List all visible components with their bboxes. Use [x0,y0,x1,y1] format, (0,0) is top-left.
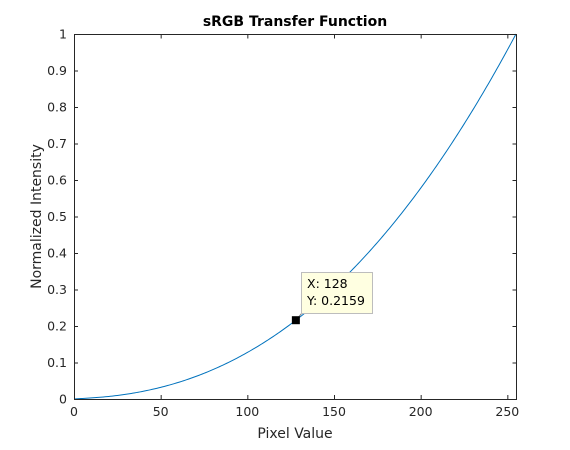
y-tick-label: 0.6 [47,173,67,188]
datatip-marker[interactable] [291,316,300,325]
x-axis-title: Pixel Value [257,426,332,442]
y-tick-label: 0.5 [47,209,67,224]
x-tick-label: 100 [235,404,259,419]
y-tick-label: 0.3 [47,282,67,297]
datatip-x-text: X: 128 [307,276,348,291]
y-tick-label: 1 [59,27,67,42]
plot-area [74,34,516,399]
y-axis-title: Normalized Intensity [29,144,45,289]
y-tick-label: 0 [59,392,67,407]
y-tick-label: 0.9 [47,63,67,78]
x-tick-label: 200 [409,404,433,419]
plot-frame [74,34,517,400]
y-tick-label: 0.8 [47,100,67,115]
datatip[interactable]: X: 128 Y: 0.2159 [291,272,373,325]
ticks-layer: 0 50 100 150 200 250 0 0.1 0.2 0.3 0.4 0.5 0.6 0.7 0.8… [47,27,519,420]
x-tick-label: 50 [153,404,169,419]
y-tick-label: 0.1 [47,355,67,370]
x-tick-label: 0 [70,404,78,419]
datatip-y-text: Y: 0.2159 [306,293,365,308]
y-tick-label: 0.2 [47,319,67,334]
y-tick-label: 0.7 [47,136,67,151]
y-tick-label: 0.4 [47,246,67,261]
chart-title: sRGB Transfer Function [203,14,387,30]
x-tick-label: 250 [495,404,519,419]
datatip-box[interactable] [301,272,373,314]
x-tick-label: 150 [322,404,346,419]
